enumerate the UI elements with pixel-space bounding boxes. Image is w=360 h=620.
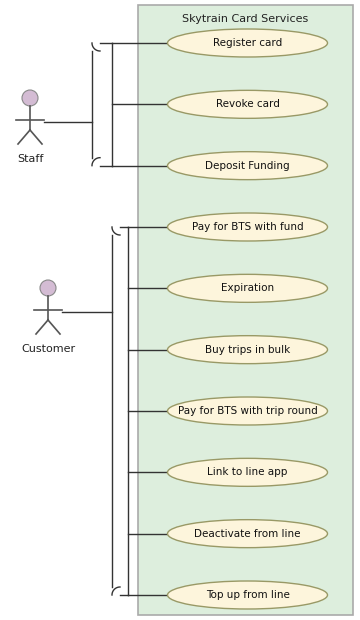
Text: Pay for BTS with trip round: Pay for BTS with trip round (177, 406, 318, 416)
Text: Top up from line: Top up from line (206, 590, 289, 600)
Ellipse shape (167, 91, 328, 118)
Ellipse shape (167, 581, 328, 609)
Text: Revoke card: Revoke card (216, 99, 279, 109)
Circle shape (40, 280, 56, 296)
Text: Deposit Funding: Deposit Funding (205, 161, 290, 171)
Text: Register card: Register card (213, 38, 282, 48)
Ellipse shape (167, 458, 328, 486)
Text: Staff: Staff (17, 154, 43, 164)
Ellipse shape (167, 397, 328, 425)
Text: Skytrain Card Services: Skytrain Card Services (183, 14, 309, 24)
Text: Expiration: Expiration (221, 283, 274, 293)
Ellipse shape (167, 213, 328, 241)
FancyBboxPatch shape (138, 5, 353, 615)
Text: Link to line app: Link to line app (207, 467, 288, 477)
Text: Deactivate from line: Deactivate from line (194, 529, 301, 539)
Ellipse shape (167, 335, 328, 364)
Text: Buy trips in bulk: Buy trips in bulk (205, 345, 290, 355)
Text: Customer: Customer (21, 344, 75, 354)
Ellipse shape (167, 29, 328, 57)
Ellipse shape (167, 274, 328, 303)
Text: Pay for BTS with fund: Pay for BTS with fund (192, 222, 303, 232)
Ellipse shape (167, 152, 328, 180)
Ellipse shape (167, 520, 328, 547)
Circle shape (22, 90, 38, 106)
